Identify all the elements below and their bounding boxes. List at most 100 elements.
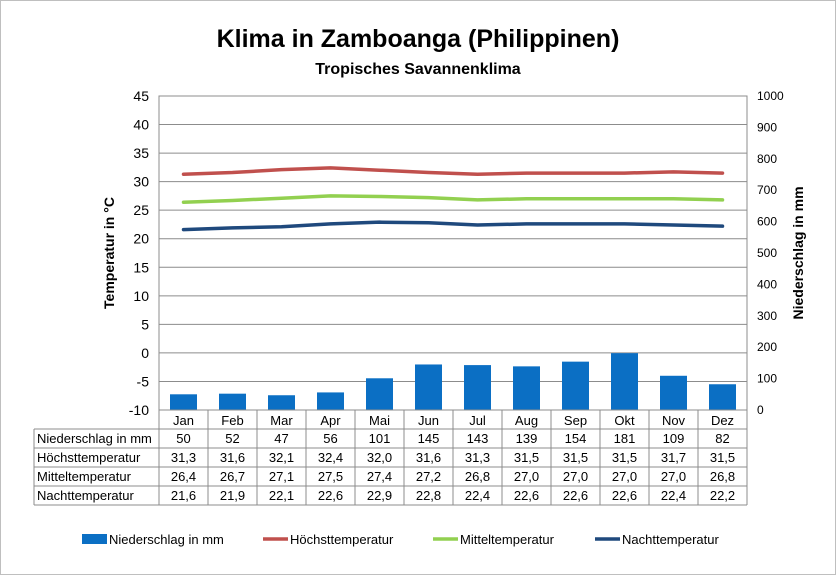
bar xyxy=(219,393,246,410)
bar xyxy=(562,361,589,410)
data-label: 32,1 xyxy=(269,450,294,465)
left-tick-label: 35 xyxy=(133,145,149,161)
right-tick-label: 200 xyxy=(757,340,777,354)
left-tick-label: 30 xyxy=(133,174,149,190)
table-row-header: Niederschlag in mm xyxy=(37,431,152,446)
data-label: 22,1 xyxy=(269,488,294,503)
data-label: 31,5 xyxy=(612,450,637,465)
legend: Niederschlag in mm Höchsttemperatur Mittel… xyxy=(82,532,719,547)
left-tick-label: 5 xyxy=(141,316,149,332)
right-tick-label: 0 xyxy=(757,403,764,417)
data-label: 26,8 xyxy=(710,469,735,484)
data-label: 32,4 xyxy=(318,450,343,465)
data-label: 21,6 xyxy=(171,488,196,503)
data-label: 22,4 xyxy=(465,488,490,503)
bar xyxy=(464,365,491,410)
table-row-header: Mitteltemperatur xyxy=(37,469,132,484)
data-label: 154 xyxy=(565,431,587,446)
left-tick-label: 40 xyxy=(133,117,149,133)
data-label: 22,9 xyxy=(367,488,392,503)
category-label: Nov xyxy=(662,413,686,428)
data-label: 22,6 xyxy=(563,488,588,503)
data-label: 27,0 xyxy=(661,469,686,484)
legend-swatch xyxy=(82,534,107,544)
data-label: 27,0 xyxy=(514,469,539,484)
table-row-header: Höchsttemperatur xyxy=(37,450,141,465)
category-label: Jun xyxy=(418,413,439,428)
data-label: 139 xyxy=(516,431,538,446)
category-label: Jan xyxy=(173,413,194,428)
left-tick-label: -10 xyxy=(129,402,149,418)
right-tick-label: 300 xyxy=(757,309,777,323)
bar xyxy=(268,395,295,410)
data-label: 31,5 xyxy=(710,450,735,465)
data-label: 27,4 xyxy=(367,469,392,484)
right-tick-label: 700 xyxy=(757,183,777,197)
left-axis-ticks: 45 40 35 30 25 20 15 10 5 0 -5 -10 xyxy=(129,88,149,418)
table-row-header: Nachttemperatur xyxy=(37,488,134,503)
data-label: 31,7 xyxy=(661,450,686,465)
category-label: Aug xyxy=(515,413,538,428)
data-label: 31,6 xyxy=(220,450,245,465)
data-label: 50 xyxy=(176,431,190,446)
bar xyxy=(415,364,442,410)
data-label: 27,0 xyxy=(612,469,637,484)
data-label: 27,0 xyxy=(563,469,588,484)
data-label: 22,6 xyxy=(612,488,637,503)
legend-label: Mitteltemperatur xyxy=(460,532,555,547)
bar xyxy=(170,394,197,410)
right-tick-label: 100 xyxy=(757,372,777,386)
left-axis-title: Temperatur in °C xyxy=(101,197,117,309)
left-tick-label: 0 xyxy=(141,345,149,361)
category-label: Feb xyxy=(221,413,243,428)
data-label: 109 xyxy=(663,431,685,446)
data-label: 31,5 xyxy=(514,450,539,465)
bar xyxy=(709,384,736,410)
data-label: 32,0 xyxy=(367,450,392,465)
data-label: 22,4 xyxy=(661,488,686,503)
category-label: Dez xyxy=(711,413,734,428)
plot-area-border xyxy=(158,95,748,411)
category-label: Apr xyxy=(320,413,341,428)
right-tick-label: 1000 xyxy=(757,89,784,103)
data-label: 52 xyxy=(225,431,239,446)
bar xyxy=(366,378,393,410)
left-tick-label: 15 xyxy=(133,259,149,275)
bar xyxy=(611,353,638,410)
data-label: 21,9 xyxy=(220,488,245,503)
bar xyxy=(660,375,687,410)
category-label: Mai xyxy=(369,413,390,428)
data-label: 27,1 xyxy=(269,469,294,484)
category-label: Sep xyxy=(564,413,587,428)
data-label: 181 xyxy=(614,431,636,446)
data-label: 22,6 xyxy=(514,488,539,503)
right-tick-label: 800 xyxy=(757,152,777,166)
legend-label: Niederschlag in mm xyxy=(109,532,224,547)
data-label: 26,4 xyxy=(171,469,196,484)
series-line xyxy=(181,220,725,232)
data-label: 56 xyxy=(323,431,337,446)
data-table: Jan Feb Mar Apr Mai Jun Jul Aug Sep Okt Nov Dez Nied… xyxy=(33,410,748,506)
data-label: 143 xyxy=(467,431,489,446)
legend-label: Nachttemperatur xyxy=(622,532,719,547)
bar xyxy=(513,366,540,410)
data-label: 101 xyxy=(369,431,391,446)
data-label: 31,3 xyxy=(465,450,490,465)
bar-series xyxy=(170,353,736,410)
data-label: 26,8 xyxy=(465,469,490,484)
data-label: 31,3 xyxy=(171,450,196,465)
left-tick-label: 25 xyxy=(133,202,149,218)
right-tick-label: 400 xyxy=(757,277,777,291)
category-label: Jul xyxy=(469,413,486,428)
bar xyxy=(317,392,344,410)
left-tick-label: 20 xyxy=(133,231,149,247)
left-tick-label: 45 xyxy=(133,88,149,104)
right-tick-label: 500 xyxy=(757,246,777,260)
right-axis-title: Niederschlag in mm xyxy=(790,186,806,319)
right-tick-label: 600 xyxy=(757,215,777,229)
data-label: 27,5 xyxy=(318,469,343,484)
gridlines xyxy=(159,95,747,411)
data-label: 22,8 xyxy=(416,488,441,503)
